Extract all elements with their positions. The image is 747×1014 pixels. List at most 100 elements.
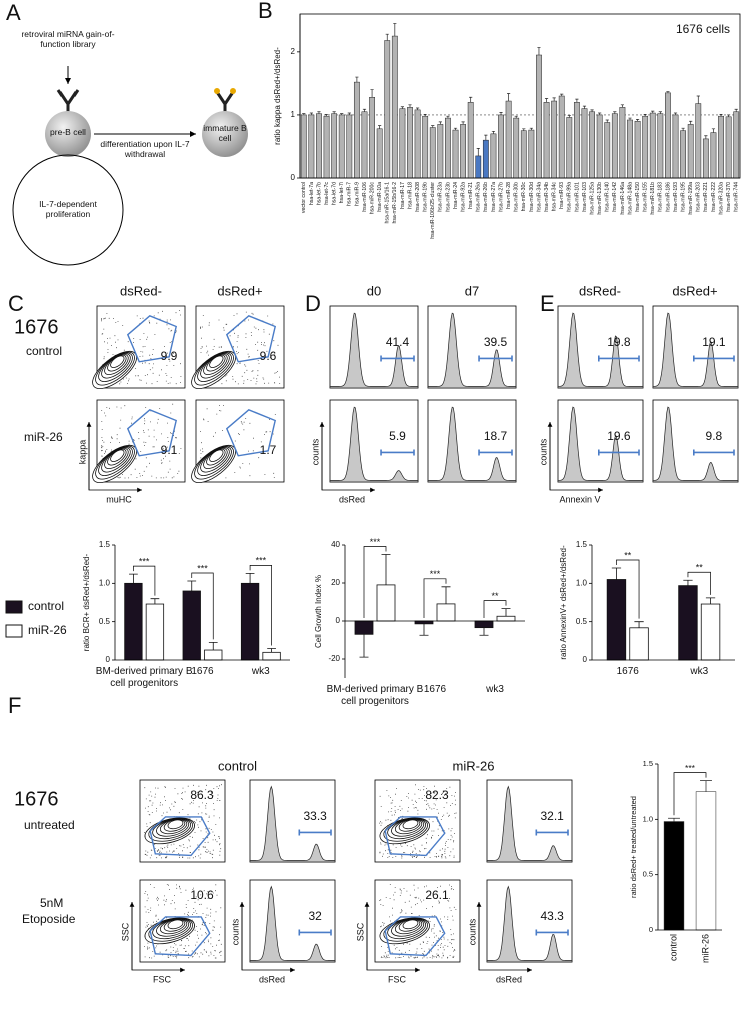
gate: [478, 355, 513, 362]
bar: [182, 590, 201, 661]
contour: [159, 918, 188, 935]
bar: [316, 113, 322, 179]
error-bar: [187, 580, 197, 591]
contour: [95, 351, 135, 386]
contour: [98, 352, 133, 382]
row-label: miR-26: [24, 430, 63, 444]
x-tick-label: hsa-miR-155: [643, 182, 649, 212]
x-tick-label: hsa-miR-103: [582, 182, 588, 212]
error-bar: [552, 97, 556, 102]
contour: [206, 354, 226, 372]
error-bar: [150, 598, 160, 605]
x-tick-label: hsa-miR-181b: [650, 182, 656, 215]
contour: [101, 447, 131, 473]
error-bar: [370, 89, 374, 98]
panel-label: B: [258, 0, 273, 23]
bar: [204, 649, 223, 661]
error-bar: [419, 623, 429, 636]
axis-label: counts: [467, 918, 477, 945]
events: [144, 784, 222, 859]
gate-value: 32: [308, 909, 322, 923]
contour: [387, 918, 427, 940]
gate: [149, 816, 211, 857]
bar: [490, 133, 497, 179]
x-tick-label: hsa-miR-18: [407, 182, 413, 209]
gate-value: 9.8: [706, 429, 723, 443]
contour: [152, 918, 192, 940]
y-tick-label: 0.5: [99, 617, 111, 626]
x-tick-label: hsa-miR-34b: [544, 182, 550, 212]
gate-value: 32.1: [540, 809, 564, 823]
error-bar: [544, 98, 549, 103]
error-bar: [529, 127, 533, 131]
gate: [298, 929, 332, 936]
x-tick-label: hsa-miR-203: [696, 182, 702, 212]
error-bar: [469, 96, 473, 103]
cell-label: pre-B cell: [50, 127, 86, 137]
gate: [225, 409, 277, 457]
immature-b-cell: [202, 111, 248, 157]
bar: [414, 109, 421, 179]
axis-label: kappa: [77, 440, 87, 465]
x-tick-label: hsa-miR-21: [468, 182, 474, 209]
error-bar: [727, 114, 731, 117]
y-tick-label: 1.5: [99, 540, 111, 549]
bar: [437, 124, 444, 179]
gate: [598, 449, 640, 456]
y-tick-label: 20: [331, 578, 340, 587]
bar: [642, 115, 649, 179]
error-bar: [719, 113, 723, 117]
error-bar: [415, 107, 420, 110]
error-bar: [705, 597, 716, 605]
bar: [361, 111, 368, 179]
contour: [107, 354, 127, 372]
panel-label: E: [540, 291, 555, 316]
bar: [687, 124, 694, 179]
significance-bracket: [133, 565, 156, 596]
contour: [159, 818, 188, 835]
histogram: [652, 406, 739, 483]
contour: [197, 446, 232, 476]
bar: [346, 114, 353, 179]
x-tick-label: hsa-miR-93: [559, 182, 565, 209]
significance-label: ***: [256, 556, 267, 566]
contour: [402, 919, 419, 930]
y-tick-label: 0: [336, 616, 341, 625]
contour: [107, 448, 127, 466]
bar: [407, 107, 413, 179]
gate-value: 19.1: [702, 335, 726, 349]
x-tick-label: hsa-miR-24: [453, 182, 459, 209]
x-tick-label: wk3: [486, 684, 504, 695]
bar: [665, 92, 671, 179]
x-tick-label: hsa-miR-27a: [491, 182, 497, 212]
contour: [402, 819, 419, 830]
error-bar: [446, 115, 450, 119]
contour: [148, 817, 194, 842]
histogram: [427, 312, 517, 389]
y-axis-label: ratio dsRed+ treated/untreated: [629, 796, 638, 898]
contour: [209, 355, 224, 368]
contour: [394, 918, 423, 935]
significance-label: **: [491, 591, 499, 601]
bar: [145, 603, 165, 661]
x-tick-label: vector control: [301, 182, 307, 213]
error-bar: [332, 111, 336, 114]
x-tick-label: hsa-miR-142: [612, 182, 618, 212]
bar: [323, 115, 330, 179]
significance-bracket: [249, 565, 272, 646]
column-header: control: [218, 758, 257, 773]
significance-label: **: [696, 563, 704, 573]
error-bar: [340, 113, 344, 115]
x-tick-label: hsa-let-7c: [324, 182, 330, 205]
gate-value: 43.3: [540, 909, 564, 923]
error-bar: [431, 125, 435, 128]
panel-label: A: [6, 0, 21, 25]
error-bar: [499, 112, 503, 115]
legend-swatch: [5, 624, 23, 638]
bar: [354, 620, 374, 635]
legend-swatch: [5, 600, 23, 614]
significance-label: **: [624, 550, 632, 560]
x-tick-label: hsa-miR-183: [658, 182, 664, 212]
error-bar: [408, 104, 412, 108]
error-bar: [658, 111, 662, 114]
